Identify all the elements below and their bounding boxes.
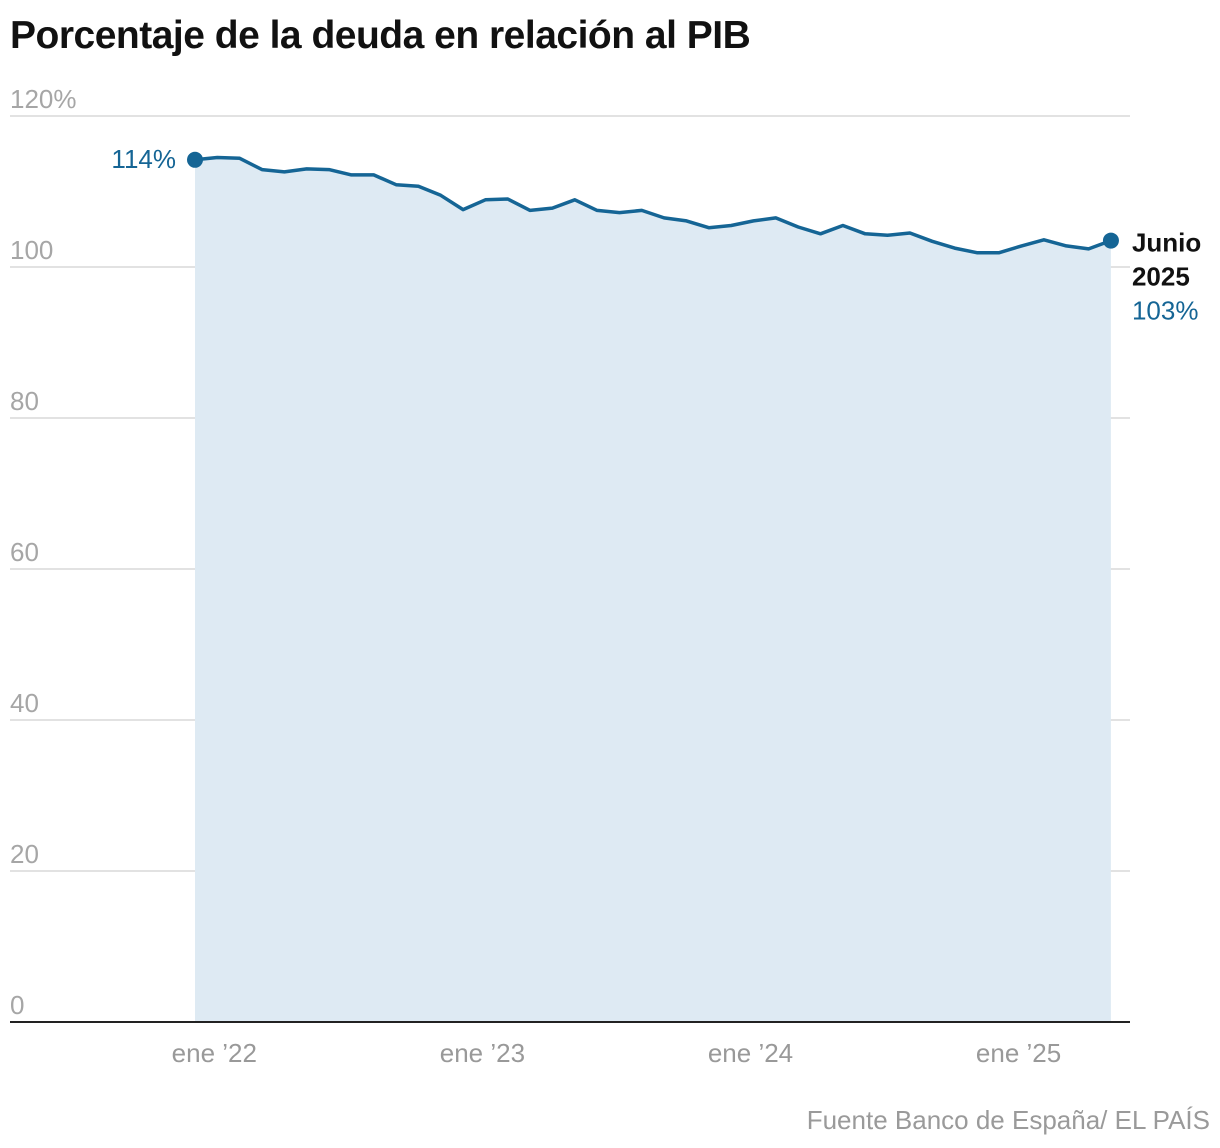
debt-area [195, 157, 1111, 1022]
y-tick-label: 120% [10, 84, 77, 114]
y-tick-label: 60 [10, 537, 39, 567]
y-tick-label: 20 [10, 839, 39, 869]
y-tick-label: 100 [10, 235, 53, 265]
x-tick-label: ene ’24 [708, 1038, 793, 1068]
y-axis: 0 20 40 60 80 100 120% [10, 84, 77, 1020]
start-point [187, 151, 203, 168]
end-point [1102, 232, 1119, 249]
source-note: Fuente Banco de España/ EL PAÍS [806, 1105, 1210, 1135]
x-tick-label: ene ’22 [172, 1038, 257, 1068]
y-tick-label: 0 [10, 990, 24, 1020]
x-tick-label: ene ’23 [440, 1038, 525, 1068]
end-value-label: 103% [1132, 296, 1199, 326]
y-tick-label: 40 [10, 688, 39, 718]
start-value-label: 114% [111, 144, 176, 174]
x-tick-label: ene ’25 [976, 1038, 1061, 1068]
end-month-label: Junio [1132, 228, 1201, 258]
chart-title: Porcentaje de la deuda en relación al PI… [10, 14, 751, 57]
y-tick-label: 80 [10, 386, 39, 416]
debt-line [194, 155, 1112, 255]
x-axis: ene ’22 ene ’23 ene ’24 ene ’25 [172, 1038, 1062, 1068]
end-year-label: 2025 [1132, 262, 1190, 292]
